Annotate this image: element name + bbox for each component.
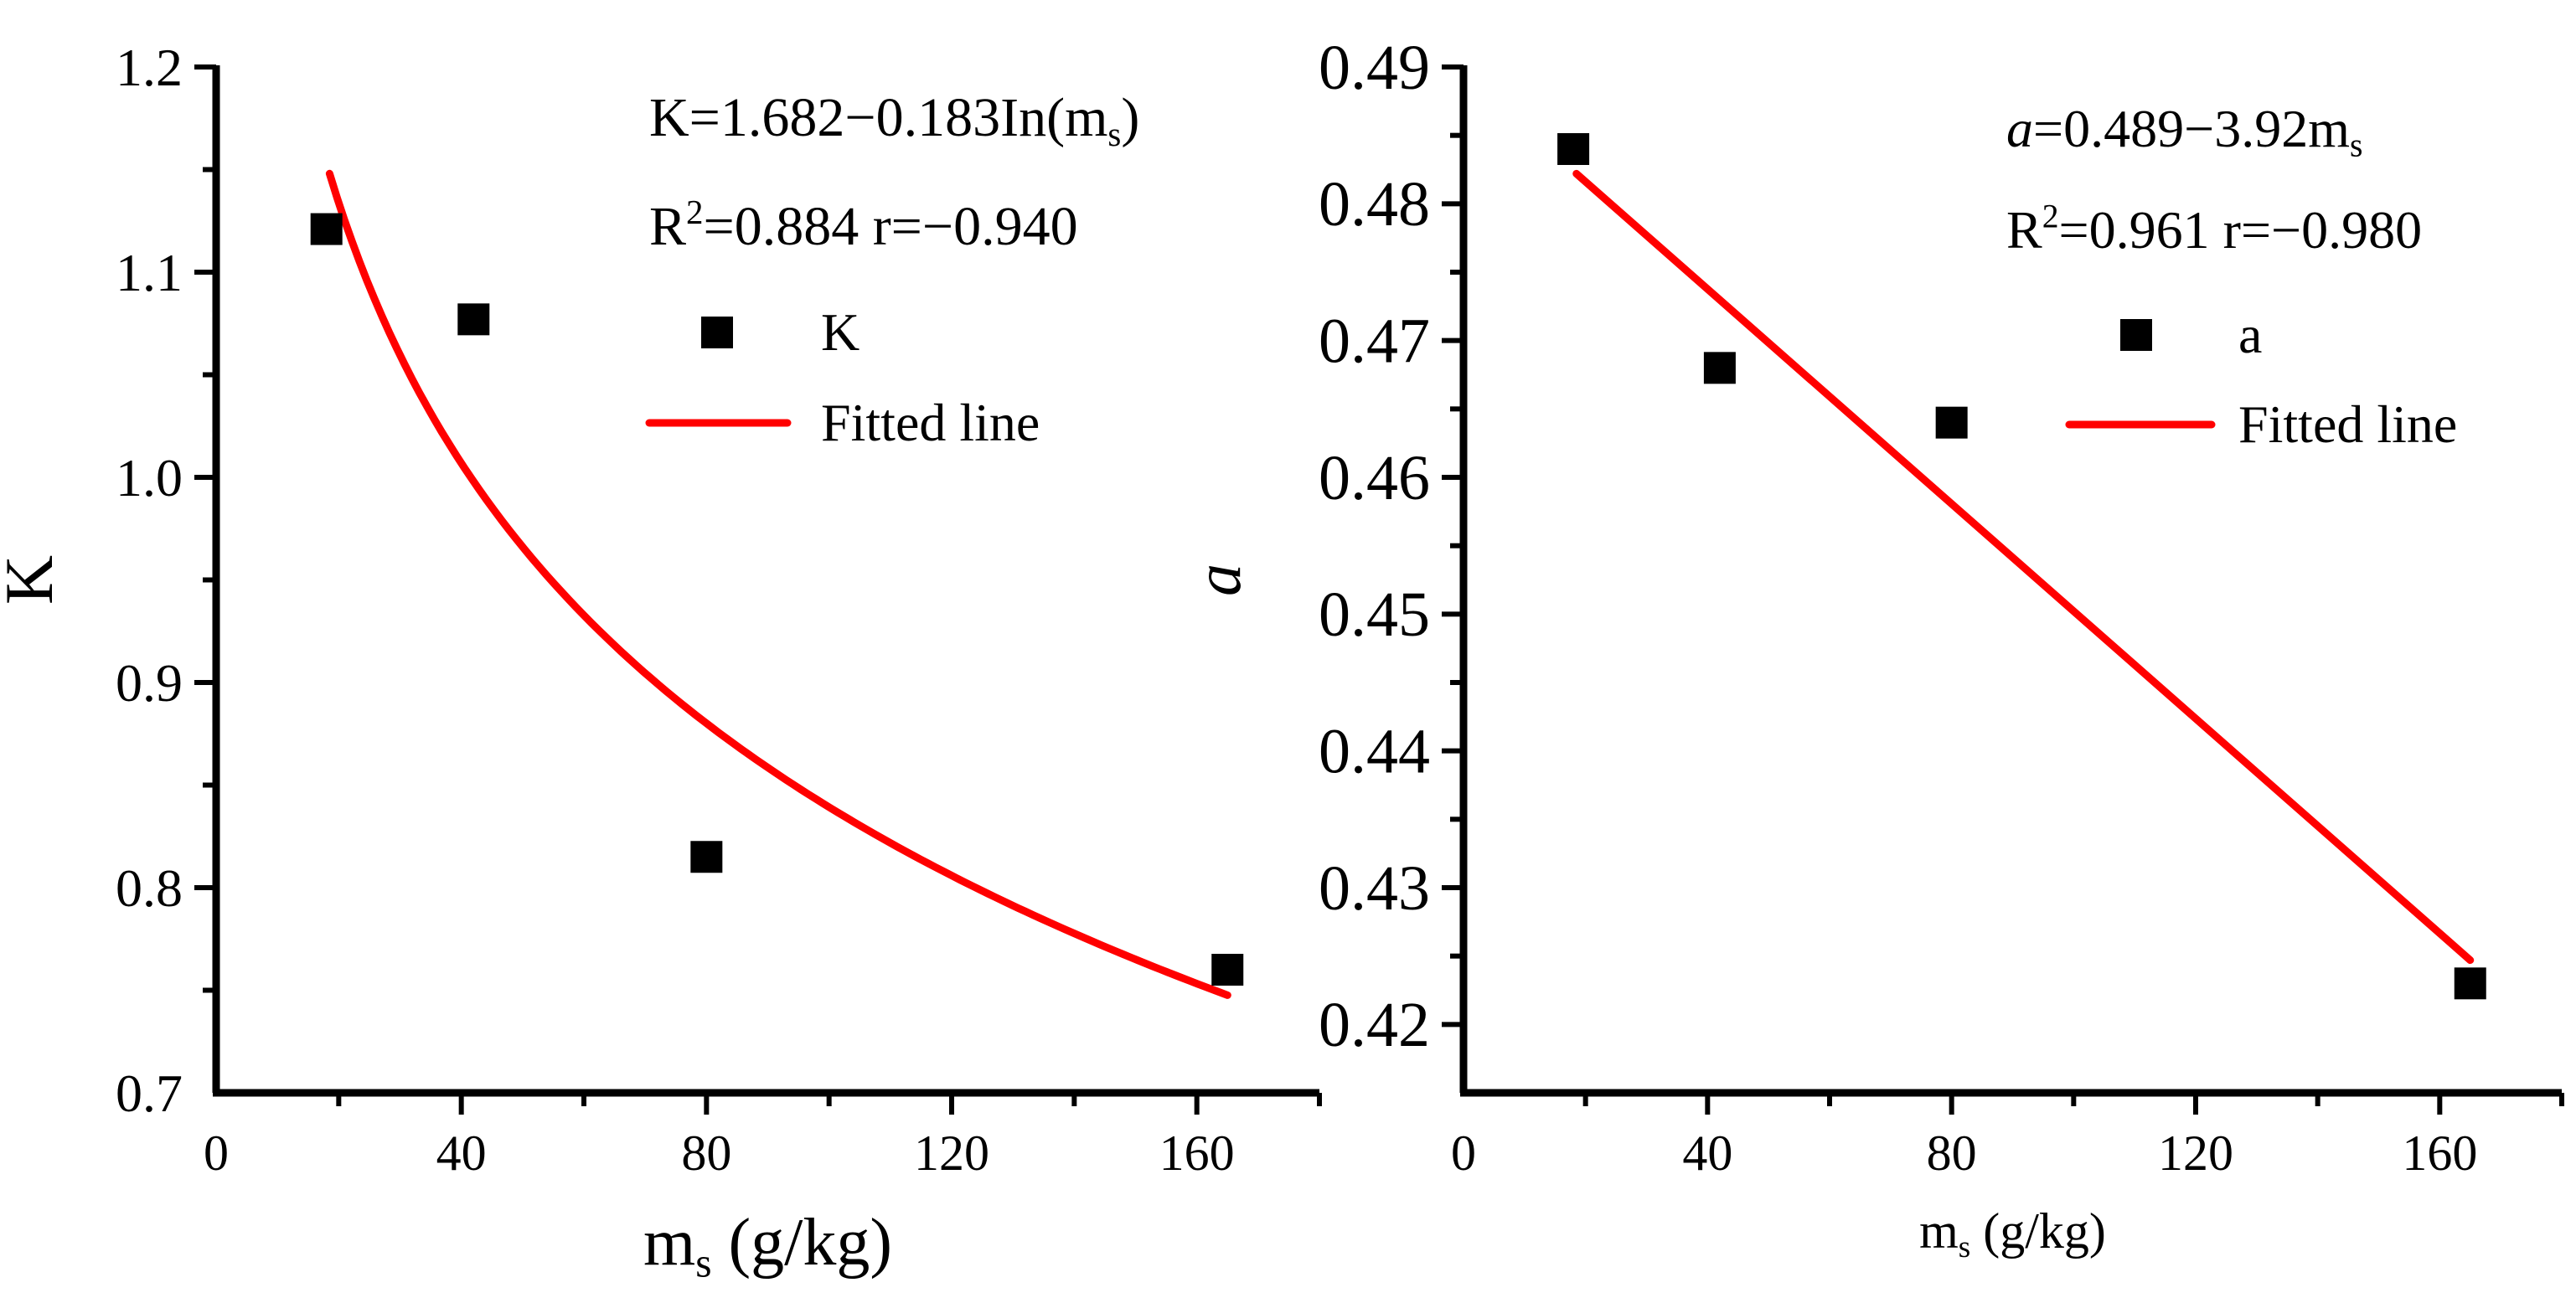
y-tick-label: 1.1: [116, 243, 183, 302]
data-point: [1557, 133, 1590, 165]
y-tick-label: 0.42: [1319, 990, 1430, 1060]
equation-label: K=1.682−0.183In(ms): [649, 87, 1139, 153]
equation-italic: a: [2006, 99, 2033, 158]
x-axis-title-main: m: [1919, 1203, 1959, 1259]
y-tick-label: 0.44: [1319, 717, 1430, 787]
x-axis-title-main: m: [643, 1206, 695, 1280]
legend-label-marker: a: [2238, 305, 2262, 364]
legend-label-line: Fitted line: [821, 393, 1040, 452]
x-tick-label: 40: [436, 1125, 487, 1181]
y-axis-title: a: [1181, 564, 1254, 596]
data-point: [1935, 406, 1968, 439]
equation-sub: s: [1107, 116, 1121, 153]
x-axis-title: ms (g/kg): [1919, 1203, 2106, 1265]
y-tick-label: 0.49: [1319, 33, 1430, 103]
stats-r: R: [2006, 200, 2042, 260]
stats-text: =0.961 r=−0.980: [2059, 200, 2423, 260]
stats-label: R2=0.961 r=−0.980: [2006, 198, 2422, 260]
legend-label-line: Fitted line: [2238, 394, 2457, 454]
data-point: [2454, 967, 2486, 1000]
stats-sup: 2: [686, 193, 703, 231]
stats-label: R2=0.884 r=−0.940: [649, 193, 1078, 257]
data-point: [1703, 352, 1736, 384]
legend-marker: [701, 317, 733, 348]
y-axis-title: K: [0, 555, 67, 605]
y-tick-label: 0.48: [1319, 169, 1430, 240]
y-tick-label: 0.8: [116, 858, 183, 918]
equation-label: a=0.489−3.92ms: [2006, 99, 2362, 164]
y-tick-label: 1.2: [116, 38, 183, 97]
x-tick-label: 40: [1682, 1125, 1732, 1181]
x-tick-label: 160: [2402, 1125, 2477, 1181]
right-panel: 0 40 80 120 160 0.42 0.43 0.44 0.45 0.46 0.47 0.48 0…: [1181, 33, 2564, 1265]
data-point: [1211, 954, 1244, 986]
data-point: [690, 841, 723, 873]
data-point: [310, 213, 343, 245]
x-axis-title: ms (g/kg): [643, 1206, 892, 1285]
y-tick-label: 0.7: [116, 1064, 183, 1123]
y-tick-label: 0.45: [1319, 579, 1430, 650]
x-tick-label: 120: [914, 1125, 989, 1181]
equation-suffix: ): [1121, 87, 1139, 148]
x-tick-label: 80: [681, 1125, 731, 1181]
x-axis-title-unit: (g/kg): [1970, 1203, 2106, 1259]
equation-main: =0.489−3.92m: [2033, 99, 2350, 158]
y-tick-label: 0.43: [1319, 853, 1430, 924]
stats-r: R: [649, 196, 686, 257]
y-tick-label: 1.0: [116, 448, 183, 507]
legend-marker: [2120, 319, 2152, 351]
x-tick-label: 80: [1927, 1125, 1977, 1181]
fitted-line: [1572, 169, 2475, 965]
x-axis-title-unit: (g/kg): [712, 1206, 893, 1280]
y-tick-label: 0.9: [116, 653, 183, 713]
x-tick-label: 120: [2158, 1125, 2233, 1181]
y-tick-label: 0.46: [1319, 443, 1430, 513]
y-tick-label: 0.47: [1319, 306, 1430, 377]
x-tick-label: 0: [204, 1125, 229, 1181]
fitted-line: [325, 169, 1231, 999]
legend-label-marker: K: [821, 302, 860, 362]
equation-sub: s: [2350, 127, 2362, 164]
stats-text: =0.884 r=−0.940: [703, 196, 1077, 257]
x-tick-label: 0: [1451, 1125, 1476, 1181]
stats-sup: 2: [2042, 198, 2059, 235]
x-axis-title-sub: s: [695, 1239, 711, 1285]
data-point: [457, 303, 490, 336]
x-axis-title-sub: s: [1959, 1230, 1970, 1265]
equation-main: K=1.682−0.183In(m: [649, 87, 1107, 148]
x-tick-label: 160: [1159, 1125, 1235, 1181]
